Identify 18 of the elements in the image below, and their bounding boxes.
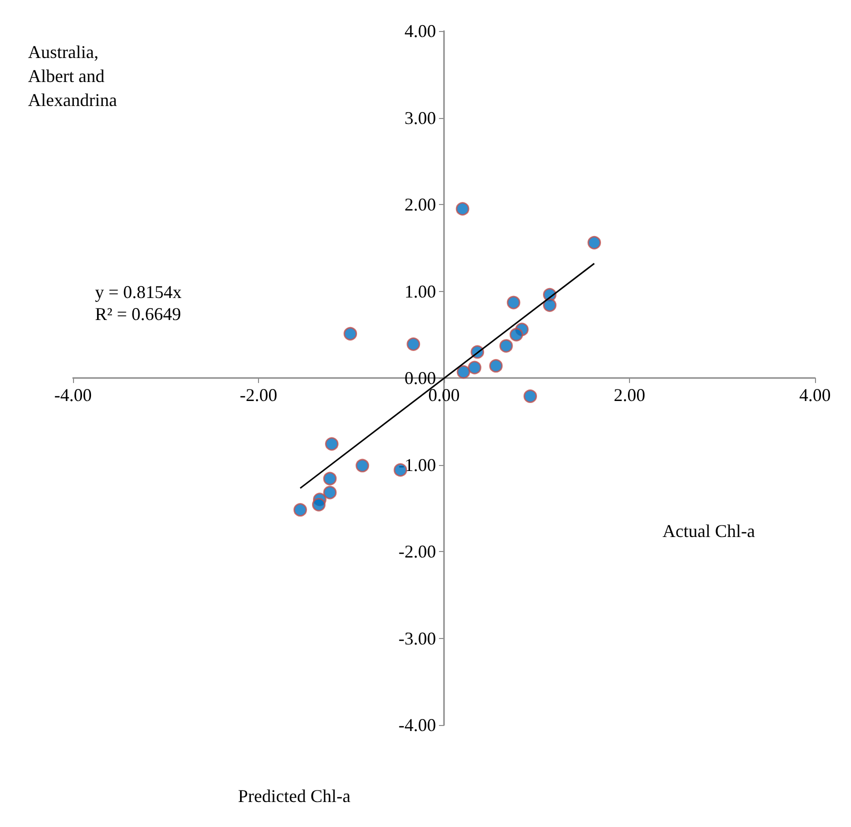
text: Predicted Chl-a [238,786,350,806]
annotation: Actual Chl-a [662,521,756,541]
x-tick-label: 2.00 [614,385,646,405]
y-tick-label: -4.00 [398,715,436,735]
y-tick-label: 3.00 [404,108,436,128]
y-tick-label: -1.00 [398,454,436,475]
x-tick-label: -4.00 [54,385,92,405]
y-tick-label: -3.00 [398,628,436,648]
y-tick-label: 0.00 [404,368,436,388]
text: Australia, Albert and Alexandrina [28,42,117,110]
x-tick-label: -2.00 [240,385,278,405]
y-tick-label: 2.00 [404,194,436,214]
x-tick-label: 0.00 [428,385,460,405]
annotation: y = 0.8154x R² = 0.6649 [95,282,182,324]
x-tick-label: 4.00 [799,385,831,405]
y-tick-label: 1.00 [404,281,436,302]
y-tick-label: -2.00 [398,542,436,562]
y-tick-label: 4.00 [404,21,436,41]
